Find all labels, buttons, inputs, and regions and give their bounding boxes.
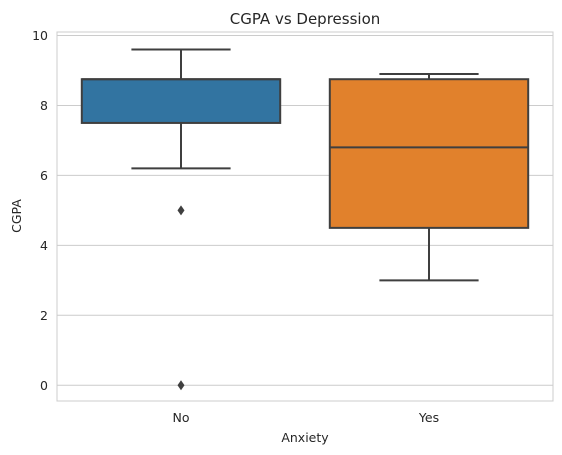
plot-frame (56, 31, 554, 402)
y-axis-ticks: 0 2 4 6 8 10 (32, 28, 48, 393)
box-group-yes (328, 72, 530, 282)
outlier-point-no-0 (177, 205, 185, 216)
boxes-layer (80, 48, 530, 391)
y-tick-label-8: 8 (40, 98, 48, 113)
box-group-no (80, 48, 282, 391)
y-tick-label-10: 10 (32, 28, 48, 43)
y-tick-label-4: 4 (40, 238, 48, 253)
x-tick-label-no: No (173, 410, 190, 425)
x-tick-label-yes: Yes (418, 410, 439, 425)
chart-title: CGPA vs Depression (230, 10, 381, 28)
y-tick-label-6: 6 (40, 168, 48, 183)
x-axis-ticks: No Yes (173, 410, 440, 425)
y-axis-label: CGPA (9, 199, 24, 233)
x-axis-label: Anxiety (281, 430, 329, 445)
y-tick-label-0: 0 (40, 378, 48, 393)
outlier-point-no-1 (177, 380, 185, 391)
iqr-box-yes (328, 78, 530, 229)
iqr-box-no (80, 78, 282, 124)
y-tick-label-2: 2 (40, 308, 48, 323)
